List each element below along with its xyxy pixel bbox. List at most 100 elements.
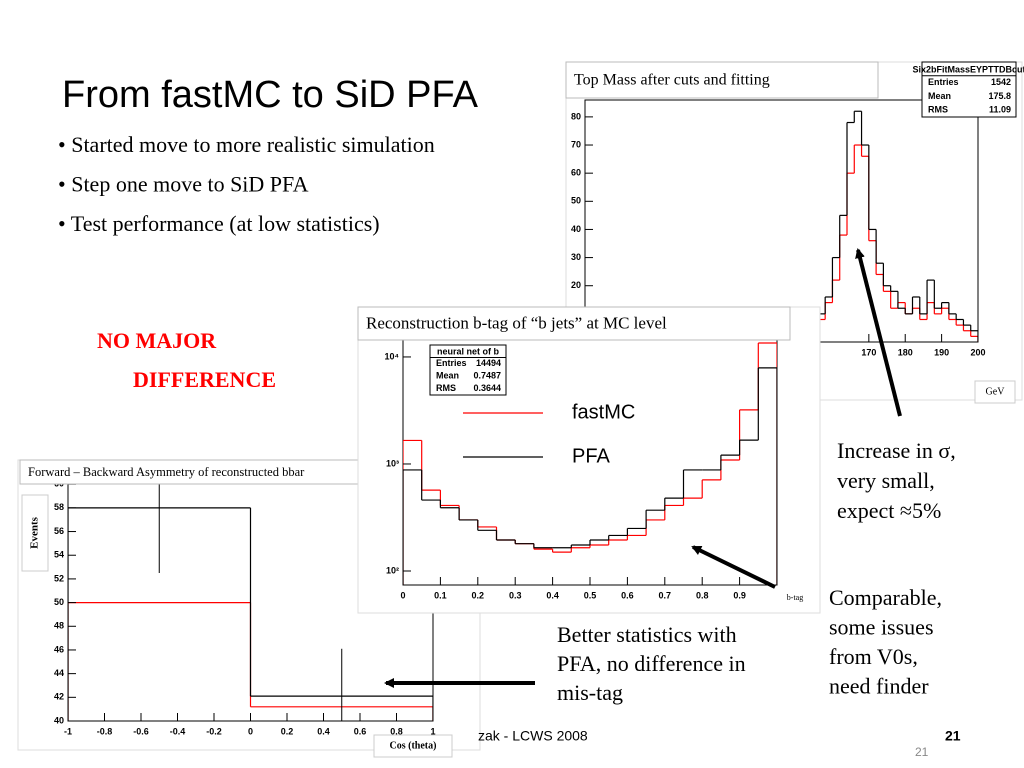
y-tick-label: 10⁴ [385,351,399,361]
stats-box [429,344,507,396]
y-tick-label: 10³ [386,458,399,468]
annotation: Better statistics with [557,622,737,647]
title-box [565,61,879,99]
x-tick-label: 0 [400,590,405,600]
plot-frame [584,99,979,343]
y-axis-label: Events [29,516,41,549]
legend-label: PFA [572,445,610,467]
x-label-box [373,734,453,758]
annotation: PFA, no difference in [557,651,746,676]
x-tick-label: 180 [898,347,913,357]
highlight: DIFFERENCE [133,367,276,392]
stats-box [921,61,1017,118]
stats-label: Mean [436,371,459,381]
y-tick-label: 50 [571,196,581,206]
arrow [855,248,902,417]
footer-author: zak - LCWS 2008 [478,728,588,744]
bullet: • Test performance (at low statistics) [58,211,380,236]
x-label-box [974,380,1016,404]
x-tick-label: 0.2 [472,590,485,600]
y-tick-label: 30 [571,252,581,262]
annotation: mis-tag [557,680,623,705]
x-tick-label: 190 [934,347,949,357]
arrow [691,545,776,589]
chart-title: Forward – Backward Asymmetry of reconstr… [28,465,305,479]
x-tick-label: -0.6 [133,726,149,736]
bullet: • Step one move to SiD PFA [58,172,309,197]
footer-page: 21 [945,728,961,744]
annotation: very small, [837,468,935,493]
stats-value: 175.8 [988,91,1011,101]
y-tick-label: 50 [54,597,64,607]
chart-panel: 10² 10³ 10⁴ 0 0.1 0.2 0.3 0.4 0.5 0.6 0.7 0.8 0.9 Rec… [357,306,821,614]
y-tick-label: 40 [54,715,64,725]
x-tick-label: 0.3 [509,590,522,600]
plot-area [68,483,433,721]
x-tick-label: 0.9 [733,590,746,600]
y-tick-label: 56 [54,526,64,536]
x-tick-label: 0.1 [434,590,447,600]
y-tick-label: 46 [54,644,64,654]
y-tick-label: 58 [54,502,64,512]
y-tick-label: 54 [54,550,64,560]
plot-area [403,342,777,585]
y-label-box [21,494,49,572]
chart-title: Top Mass after cuts and fitting [574,72,770,89]
x-tick-label: 0.6 [621,590,634,600]
stats-value: 1542 [991,77,1011,87]
stats-value: 11.09 [989,105,1011,115]
y-tick-label: 40 [571,224,581,234]
annotation: need finder [829,674,929,699]
x-tick-label: 0.6 [354,726,367,736]
highlight: NO MAJOR [97,328,217,353]
stats-value: 14494 [476,358,501,368]
x-tick-label: 0.4 [317,726,330,736]
y-tick-label: 42 [54,692,64,702]
x-tick-label: 0.8 [390,726,403,736]
x-tick-label: 0.4 [546,590,559,600]
stats-label: Entries [928,77,959,87]
legend-label: fastMC [572,401,635,423]
stats-value: 0.7487 [473,371,501,381]
stats-name: neural net of b [437,347,500,357]
x-tick-label: 0.8 [696,590,709,600]
chart-panel: 20 30 40 50 60 70 80 170 180 190 200 Top Mass after… [565,61,1024,404]
y-tick-label: 60 [571,168,581,178]
stats-value: 0.3644 [473,383,501,393]
x-tick-label: -0.8 [97,726,113,736]
bullet: • Started move to more realistic simulat… [58,132,435,157]
stats-name: Six2bFitMassEYPTTDBcut [912,64,1024,74]
stats-label: RMS [928,105,948,115]
annotation: Increase in σ, [837,438,956,463]
stats-label: RMS [436,383,456,393]
x-tick-label: -0.4 [170,726,186,736]
y-tick-label: 48 [54,621,64,631]
stats-label: Entries [436,358,467,368]
y-tick-label: 80 [571,111,581,121]
slide-title: From fastMC to SiD PFA [62,74,479,116]
x-tick-label: 1 [430,726,435,736]
y-tick-label: 70 [571,139,581,149]
title-box [357,306,791,341]
chart-title: Reconstruction b-tag of “b jets” at MC l… [366,313,667,332]
x-tick-label: 0.2 [281,726,294,736]
x-tick-label: 170 [861,347,876,357]
x-axis-label: GeV [986,386,1006,397]
x-tick-label: 0.5 [584,590,597,600]
x-tick-label: 0.7 [659,590,672,600]
page-number: 21 [915,745,929,759]
x-tick-label: -0.2 [206,726,222,736]
annotation: from V0s, [829,644,918,669]
annotation: expect ≈5% [837,498,941,523]
stats-label: Mean [928,91,951,101]
x-tick-label: 0 [248,726,253,736]
x-tick-label: 200 [970,347,985,357]
annotation: Comparable, [829,585,942,610]
annotation: some issues [829,615,934,640]
x-axis-label: Cos (theta) [390,740,437,751]
y-tick-label: 10² [386,565,399,575]
x-axis-label: b-tag [787,593,803,602]
y-tick-label: 52 [54,573,64,583]
x-tick-label: -1 [64,726,72,736]
